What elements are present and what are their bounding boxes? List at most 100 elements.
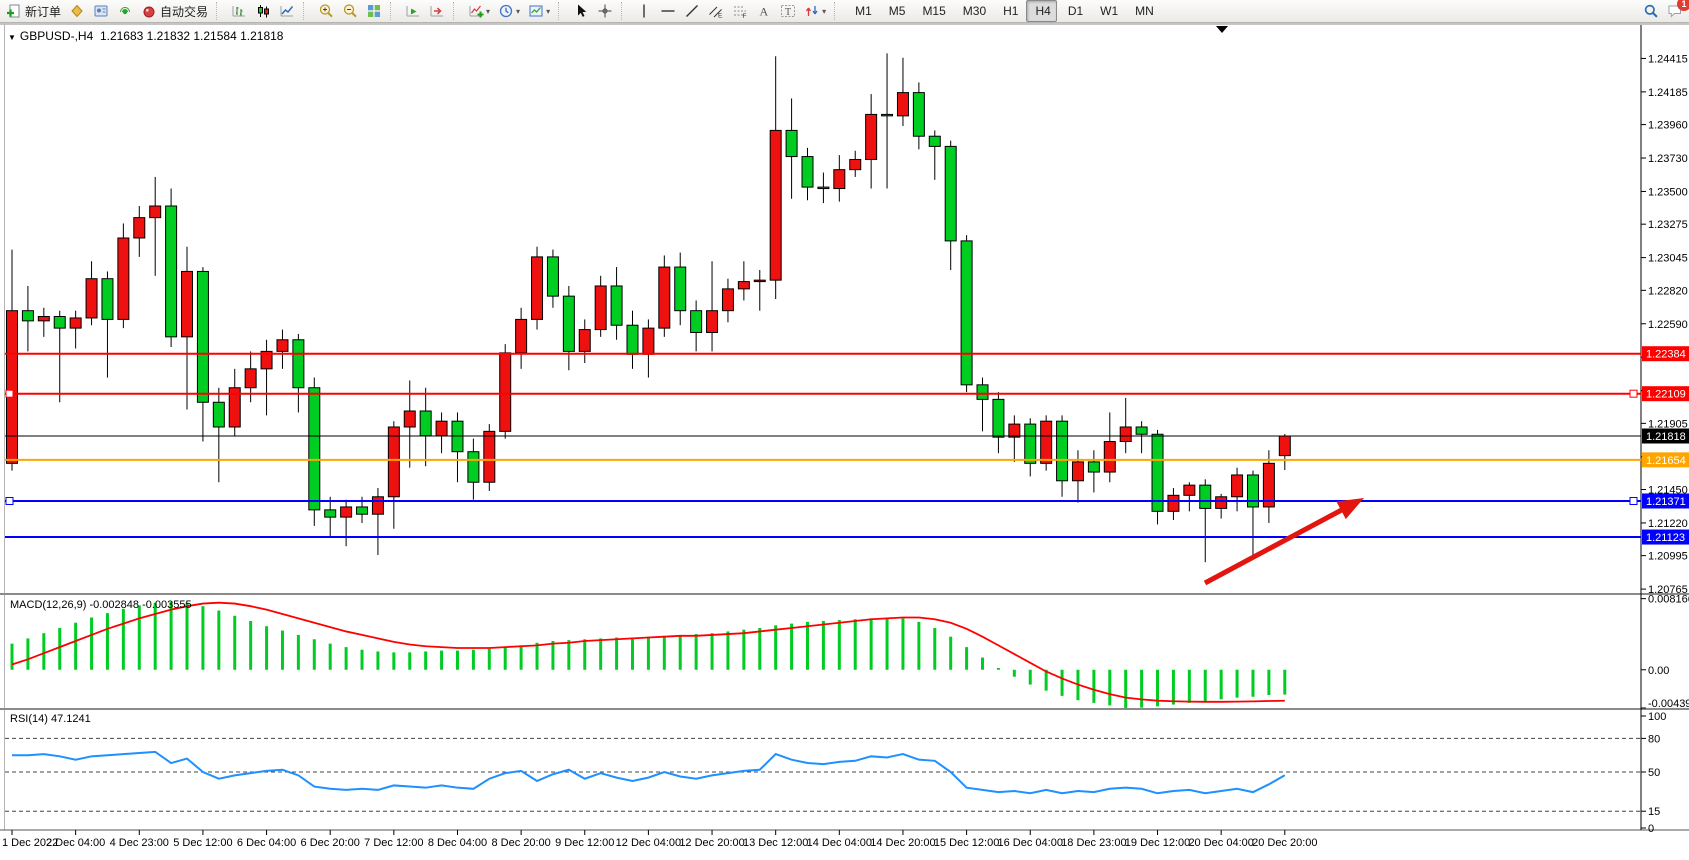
- timeframe-M5-button[interactable]: M5: [880, 0, 912, 22]
- tile-windows-button[interactable]: [363, 0, 385, 22]
- new-order-icon: [6, 3, 22, 19]
- candle: [356, 506, 369, 515]
- label-button[interactable]: T: [777, 0, 799, 22]
- timeframe-H4-button[interactable]: H4: [1026, 0, 1057, 22]
- chat-button[interactable]: 1: [1664, 0, 1689, 22]
- hline-icon: [660, 3, 676, 19]
- timeframe-M30-button[interactable]: M30: [954, 0, 992, 22]
- crosshair-button[interactable]: [594, 0, 616, 22]
- fibonacci-button[interactable]: F: [729, 0, 751, 22]
- line-handle[interactable]: [1629, 496, 1638, 505]
- toolbar-button-label: H4: [1035, 4, 1051, 18]
- search-button[interactable]: [1640, 0, 1662, 22]
- autotrade-icon: [141, 3, 157, 19]
- toolbar-group-trade: 新订单 自动交易: [2, 0, 212, 22]
- quote-bar[interactable]: ▼ GBPUSD-,H4 1.21683 1.21832 1.21584 1.21…: [8, 29, 283, 43]
- timeframe-W1-button[interactable]: W1: [1091, 0, 1124, 22]
- toolbar-separator: [303, 2, 311, 20]
- chart-area[interactable]: 1.24415 1.24185 1.23960 1.23730 1.23500 1.232…: [0, 23, 1689, 860]
- candle: [721, 288, 734, 312]
- candle: [785, 129, 798, 158]
- toolbar-button-label: 新订单: [25, 4, 62, 19]
- gold-button[interactable]: [66, 0, 88, 22]
- templates-button[interactable]: ▾: [525, 0, 553, 22]
- price-badge-label: 1.21371: [1646, 496, 1686, 508]
- toolbar-group-objects: E F A T ▾: [632, 0, 830, 22]
- rsi-tick-label: 80: [1648, 733, 1660, 745]
- price-tick-label: 1.24415: [1648, 53, 1688, 65]
- zoom-out-button[interactable]: [339, 0, 361, 22]
- text-button[interactable]: A: [753, 0, 775, 22]
- rsi-panel: 100 80 50 15 0: [5, 711, 1666, 835]
- price-badge: [1642, 428, 1689, 444]
- candle: [1071, 461, 1084, 482]
- hline-button[interactable]: [657, 0, 679, 22]
- chart-canvas[interactable]: 1.24415 1.24185 1.23960 1.23730 1.23500 1.232…: [0, 23, 1689, 860]
- candle: [1231, 474, 1244, 498]
- line-handle[interactable]: [1629, 389, 1638, 398]
- timeframe-MN-button[interactable]: MN: [1126, 0, 1160, 22]
- autotrade-button[interactable]: 自动交易: [138, 0, 211, 22]
- arrows-button[interactable]: ▾: [801, 0, 829, 22]
- timeframe-M15-button[interactable]: M15: [913, 0, 951, 22]
- price-tick-label: 1.22820: [1648, 285, 1688, 297]
- svg-text:F: F: [743, 13, 747, 19]
- bar-chart-button[interactable]: [228, 0, 250, 22]
- candle: [85, 278, 98, 319]
- trendline-button[interactable]: [681, 0, 703, 22]
- new-order-button[interactable]: 新订单: [3, 0, 64, 22]
- time-label: 15 Dec 12:00: [934, 837, 999, 849]
- zoom-in-icon: [318, 3, 334, 19]
- candle: [1278, 435, 1291, 457]
- time-label: 8 Dec 20:00: [491, 837, 550, 849]
- timeframe-H1-button[interactable]: H1: [994, 0, 1024, 22]
- auto-scroll-button[interactable]: [402, 0, 424, 22]
- timeframe-M1-button[interactable]: M1: [846, 0, 878, 22]
- line-handle[interactable]: [5, 389, 14, 398]
- price-badge-label: 1.21123: [1646, 532, 1685, 544]
- vline-icon: [636, 3, 652, 19]
- hlines-layer: 1.22384 1.22109 1.21818 1.21654 1.21371 1.211…: [5, 346, 1689, 545]
- candle: [1056, 420, 1069, 482]
- chart-shift-button[interactable]: [426, 0, 448, 22]
- arrows-icon: [804, 3, 820, 19]
- price-tick-label: 1.23960: [1648, 120, 1688, 132]
- channel-button[interactable]: E: [705, 0, 727, 22]
- candle: [801, 156, 814, 188]
- profile-button[interactable]: [90, 0, 112, 22]
- macd-panel: 0.008166 0.00 -0.004392: [10, 594, 1689, 710]
- candle: [117, 237, 130, 320]
- time-label: 1 Dec 2022: [2, 837, 58, 849]
- candle: [1135, 426, 1148, 435]
- trend-arrow[interactable]: [1203, 498, 1364, 586]
- candle: [865, 113, 878, 160]
- candle: [1087, 461, 1100, 473]
- price-badge-label: 1.21818: [1646, 431, 1686, 443]
- collapse-triangle-icon[interactable]: ▼: [8, 33, 16, 42]
- cursor-button[interactable]: [570, 0, 592, 22]
- price-badge: [1642, 493, 1689, 509]
- candle: [403, 410, 416, 428]
- candle: [594, 285, 607, 331]
- zoom-in-button[interactable]: [315, 0, 337, 22]
- line-chart-button[interactable]: [276, 0, 298, 22]
- periods-button[interactable]: ▾: [495, 0, 523, 22]
- vline-button[interactable]: [633, 0, 655, 22]
- candlestick-button[interactable]: [252, 0, 274, 22]
- indicators-button[interactable]: ▾: [465, 0, 493, 22]
- candle: [37, 315, 50, 322]
- chevron-down-icon: ▾: [486, 6, 491, 16]
- time-label: 20 Dec 04:00: [1188, 837, 1253, 849]
- bar-chart-icon: [231, 3, 247, 19]
- line-handle[interactable]: [5, 496, 14, 505]
- candle: [371, 496, 384, 515]
- candle: [562, 295, 575, 352]
- price-badge-label: 1.21654: [1646, 455, 1686, 467]
- timeframe-D1-button[interactable]: D1: [1059, 0, 1089, 22]
- toolbar-separator: [216, 2, 224, 20]
- candle: [196, 270, 209, 403]
- rsi-tick-label: 15: [1648, 806, 1660, 818]
- candlestick-icon: [255, 3, 271, 19]
- periods-icon: [498, 3, 514, 19]
- news-button[interactable]: [114, 0, 136, 22]
